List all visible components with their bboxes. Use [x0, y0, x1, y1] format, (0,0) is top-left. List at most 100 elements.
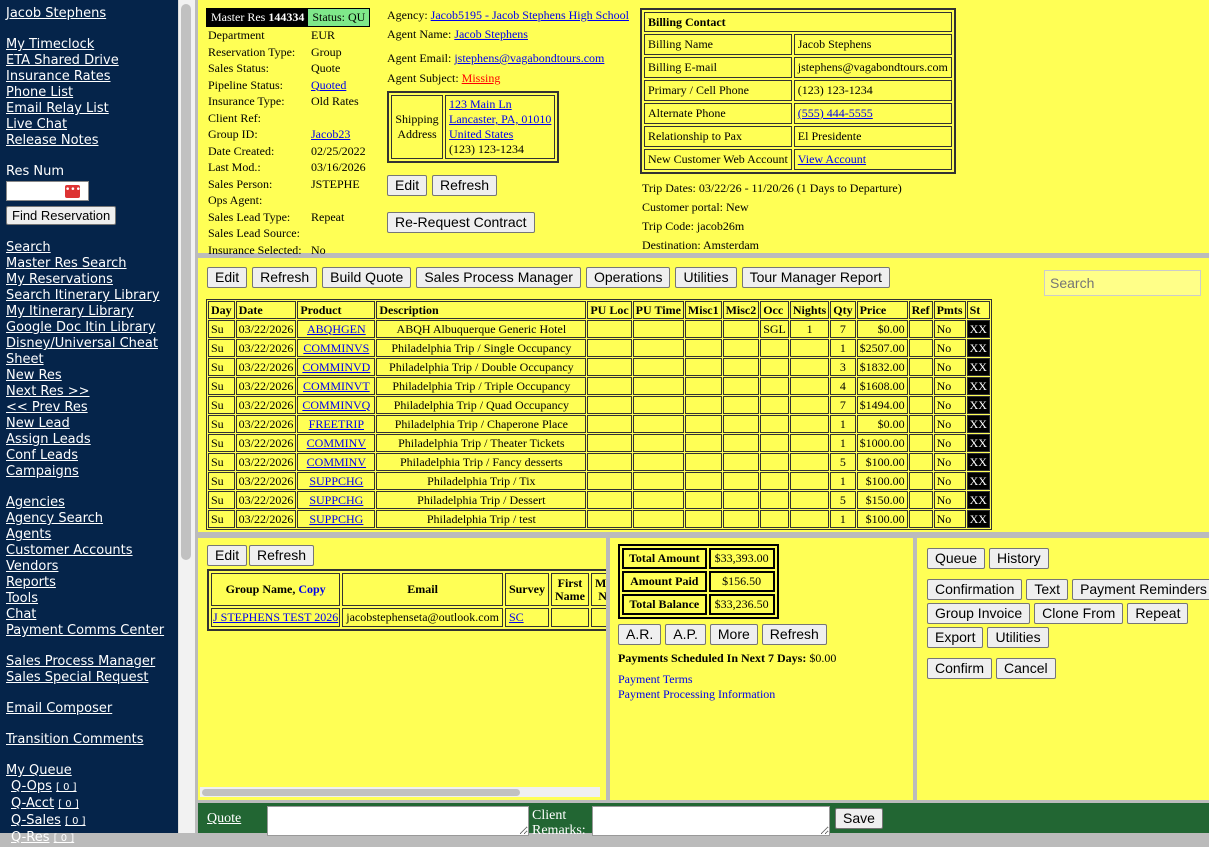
field-value[interactable]: Jacob23 [311, 127, 351, 141]
agent-email-link[interactable]: jstephens@vagabondtours.com [454, 51, 605, 65]
column-header-pu-time[interactable]: PU Time [632, 301, 684, 319]
queue-link-q-ops[interactable]: Q-Ops [11, 779, 52, 794]
sidebar-link-tools[interactable]: Tools [6, 591, 39, 606]
shipping-city[interactable]: Lancaster, PA, 01010 [449, 112, 552, 126]
copy-link[interactable]: Copy [298, 582, 326, 596]
sidebar-link-live-chat[interactable]: Live Chat [6, 117, 68, 132]
find-reservation-button[interactable]: Find Reservation [6, 206, 117, 225]
sales-process-manager-button[interactable]: Sales Process Manager [416, 267, 581, 288]
a-r-button[interactable]: A.R. [618, 624, 662, 645]
sidebar-link-agencies[interactable]: Agencies [6, 495, 65, 510]
sidebar-link-email-composer[interactable]: Email Composer [6, 701, 113, 716]
view-account-link[interactable]: View Account [797, 152, 867, 166]
edit-button[interactable]: Edit [207, 267, 248, 288]
sidebar-link-search[interactable]: Search [6, 240, 51, 255]
shipping-country[interactable]: United States [449, 127, 514, 141]
password-manager-icon[interactable]: ••• [65, 185, 81, 198]
tour-manager-report-button[interactable]: Tour Manager Report [741, 267, 890, 288]
product-link[interactable]: SUPPCHG [309, 492, 364, 507]
confirmation-button[interactable]: Confirmation [927, 579, 1023, 600]
alternate-phone-link[interactable]: (555) 444-5555 [797, 106, 873, 120]
history-button[interactable]: History [989, 548, 1049, 569]
group-invoice-button[interactable]: Group Invoice [927, 603, 1031, 624]
confirm-button[interactable]: Confirm [927, 658, 993, 679]
export-button[interactable]: Export [927, 627, 984, 648]
refresh-group-button[interactable]: Refresh [249, 545, 315, 566]
product-link[interactable]: COMMINVS [303, 340, 370, 355]
sidebar-link-reports[interactable]: Reports [6, 575, 56, 590]
res-num-input[interactable]: ••• [6, 181, 89, 201]
column-header-st[interactable]: St [966, 301, 990, 319]
save-button[interactable]: Save [835, 808, 883, 829]
column-header-day[interactable]: Day [208, 301, 235, 319]
sidebar-link-my-queue[interactable]: My Queue [6, 763, 72, 778]
horizontal-scrollbar[interactable] [200, 787, 600, 797]
product-link[interactable]: COMMINV [306, 454, 367, 469]
group-name-link[interactable]: J STEPHENS TEST 2026 [213, 610, 339, 624]
client-remarks-textarea[interactable] [592, 806, 830, 836]
clone-from-button[interactable]: Clone From [1034, 603, 1124, 624]
sidebar-link-sheet[interactable]: Sheet [6, 352, 44, 367]
sidebar-link-assign-leads[interactable]: Assign Leads [6, 432, 91, 447]
scrollbar-thumb[interactable] [181, 4, 191, 560]
sidebar-link-transition-comments[interactable]: Transition Comments [6, 732, 144, 747]
a-p-button[interactable]: A.P. [665, 624, 706, 645]
quote-textarea[interactable] [267, 806, 529, 836]
queue-link-q-sales[interactable]: Q-Sales [11, 813, 61, 828]
sidebar-link-my-reservations[interactable]: My Reservations [6, 272, 113, 287]
sidebar-link-sales-special-request[interactable]: Sales Special Request [6, 670, 149, 685]
sidebar-link-customer-accounts[interactable]: Customer Accounts [6, 543, 133, 558]
queue-link-q-res[interactable]: Q-Res [11, 830, 50, 845]
sidebar-link-new-lead[interactable]: New Lead [6, 416, 70, 431]
refresh-button[interactable]: Refresh [252, 267, 318, 288]
column-header-occ[interactable]: Occ [760, 301, 789, 319]
column-header-price[interactable]: Price [856, 301, 908, 319]
text-button[interactable]: Text [1026, 579, 1069, 600]
agency-link[interactable]: Jacob5195 - Jacob Stephens High School [430, 8, 629, 22]
sidebar-link-vendors[interactable]: Vendors [6, 559, 59, 574]
itinerary-search-input[interactable] [1044, 270, 1201, 296]
sidebar-link-prev-res[interactable]: << Prev Res [6, 400, 88, 415]
sidebar-link-eta-shared-drive[interactable]: ETA Shared Drive [6, 53, 119, 68]
column-header-ref[interactable]: Ref [908, 301, 933, 319]
column-header-description[interactable]: Description [376, 301, 587, 319]
refresh-header-button[interactable]: Refresh [432, 175, 498, 196]
product-link[interactable]: FREETRIP [308, 416, 365, 431]
column-header-product[interactable]: Product [297, 301, 376, 319]
sidebar-link-master-res-search[interactable]: Master Res Search [6, 256, 127, 271]
sidebar-link-agents[interactable]: Agents [6, 527, 52, 542]
queue-button[interactable]: Queue [927, 548, 986, 569]
queue-link-q-acct[interactable]: Q-Acct [11, 796, 55, 811]
sidebar-link-google-doc-itin-library[interactable]: Google Doc Itin Library [6, 320, 156, 335]
sidebar-link-release-notes[interactable]: Release Notes [6, 133, 99, 148]
sidebar-link-my-itinerary-library[interactable]: My Itinerary Library [6, 304, 134, 319]
operations-button[interactable]: Operations [585, 267, 671, 288]
sidebar-link-conf-leads[interactable]: Conf Leads [6, 448, 78, 463]
sidebar-link-next-res[interactable]: Next Res >> [6, 384, 90, 399]
column-header-date[interactable]: Date [235, 301, 297, 319]
product-link[interactable]: COMMINVQ [302, 397, 371, 412]
column-header-pu-loc[interactable]: PU Loc [587, 301, 632, 319]
edit-group-button[interactable]: Edit [207, 545, 248, 566]
column-header-qty[interactable]: Qty [830, 301, 856, 319]
sidebar-link-insurance-rates[interactable]: Insurance Rates [6, 69, 111, 84]
sidebar-link-payment-comms-center[interactable]: Payment Comms Center [6, 623, 165, 638]
utilities-button[interactable]: Utilities [987, 627, 1049, 648]
survey-link[interactable]: SC [508, 610, 524, 624]
payment-terms-link[interactable]: Payment Terms [618, 672, 693, 686]
product-link[interactable]: COMMINVT [303, 378, 370, 393]
payment-processing-link[interactable]: Payment Processing Information [618, 687, 776, 701]
sidebar-link-sales-process-manager[interactable]: Sales Process Manager [6, 654, 156, 669]
quote-link[interactable]: Quote [207, 811, 242, 826]
more-button[interactable]: More [709, 624, 758, 645]
column-header-pmts[interactable]: Pmts [933, 301, 966, 319]
build-quote-button[interactable]: Build Quote [322, 267, 412, 288]
shipping-street[interactable]: 123 Main Ln [449, 97, 512, 111]
utilities-button[interactable]: Utilities [675, 267, 737, 288]
sidebar-link-new-res[interactable]: New Res [6, 368, 62, 383]
product-link[interactable]: ABQHGEN [307, 321, 366, 336]
sidebar-link-phone-list[interactable]: Phone List [6, 85, 74, 100]
sidebar-link-chat[interactable]: Chat [6, 607, 37, 622]
sidebar-link-campaigns[interactable]: Campaigns [6, 464, 79, 479]
field-value[interactable]: Quoted [311, 77, 347, 92]
